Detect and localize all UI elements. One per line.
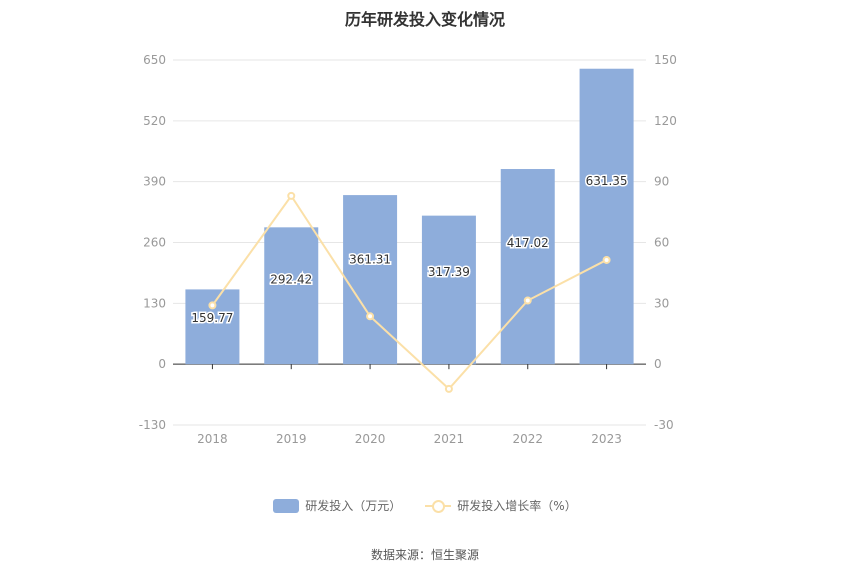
chart-title: 历年研发投入变化情况 bbox=[344, 10, 505, 29]
bar-data-label: 631.35 bbox=[586, 174, 628, 188]
y-left-tick-label: 390 bbox=[143, 175, 166, 189]
legend-label-rd-investment: 研发投入（万元） bbox=[305, 499, 402, 513]
y-right-tick-label: 60 bbox=[654, 236, 669, 250]
bar-data-label: 361.31 bbox=[349, 252, 391, 266]
y-left-tick-label: -130 bbox=[139, 418, 166, 432]
bar bbox=[579, 68, 634, 365]
x-tick-label: 2020 bbox=[355, 432, 386, 446]
legend: 研发投入（万元） 研发投入增长率（%） bbox=[0, 497, 850, 514]
growth-rate-point bbox=[523, 296, 532, 305]
legend-bar-swatch bbox=[273, 498, 300, 513]
growth-rate-line bbox=[211, 194, 608, 391]
y-right-tick-label: 30 bbox=[654, 296, 669, 310]
y-right-tick-label: 150 bbox=[654, 53, 677, 67]
y-right-tick-label: 0 bbox=[654, 357, 662, 371]
bar bbox=[185, 289, 240, 365]
legend-item-rd-investment[interactable]: 研发投入（万元） bbox=[273, 497, 401, 514]
x-tick-label: 2018 bbox=[197, 432, 228, 446]
y-right-tick-label: 120 bbox=[654, 114, 677, 128]
growth-rate-point bbox=[366, 312, 375, 321]
bar bbox=[500, 169, 555, 365]
y-left-tick-label: 0 bbox=[158, 357, 166, 371]
bar bbox=[264, 227, 319, 365]
x-tick-label: 2021 bbox=[434, 432, 465, 446]
y-left-tick-label: 650 bbox=[143, 53, 166, 67]
x-tick-label: 2023 bbox=[591, 432, 622, 446]
bar bbox=[421, 215, 476, 365]
growth-rate-point bbox=[602, 255, 611, 264]
y-right-tick-label: 90 bbox=[654, 175, 669, 189]
x-tick-label: 2019 bbox=[276, 432, 307, 446]
bar-data-label: 292.42 bbox=[270, 272, 312, 286]
y-right-tick-label: -30 bbox=[654, 418, 674, 432]
y-left-tick-label: 520 bbox=[143, 114, 166, 128]
source-note: 数据来源：恒生聚源 bbox=[370, 548, 479, 562]
y-left-tick-label: 260 bbox=[143, 236, 166, 250]
legend-item-growth-rate[interactable]: 研发投入增长率（%） bbox=[425, 497, 577, 514]
bar-data-label: 159.77 bbox=[191, 311, 233, 325]
legend-label-growth-rate: 研发投入增长率（%） bbox=[457, 499, 577, 513]
growth-rate-point bbox=[208, 301, 217, 310]
growth-rate-point bbox=[287, 191, 296, 200]
growth-rate-point bbox=[444, 384, 453, 393]
bar-data-label: 317.39 bbox=[428, 265, 470, 279]
bar-data-label: 417.02 bbox=[507, 236, 549, 250]
x-tick-label: 2022 bbox=[512, 432, 543, 446]
bar bbox=[343, 195, 398, 365]
y-left-tick-label: 130 bbox=[143, 296, 166, 310]
legend-line-swatch bbox=[425, 499, 452, 513]
